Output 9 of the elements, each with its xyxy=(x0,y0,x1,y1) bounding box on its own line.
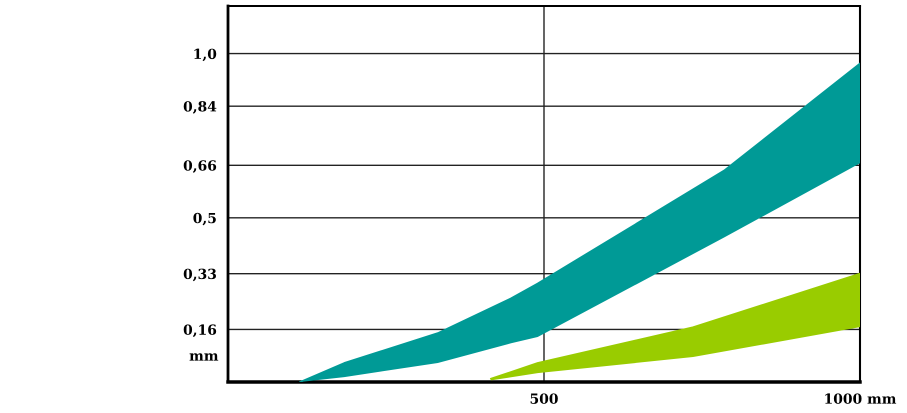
y-tick-label: 0,5 xyxy=(193,212,216,226)
y-tick-label: 0,33 xyxy=(184,268,216,282)
y-tick-label: 0,16 xyxy=(184,324,216,338)
x-tick-label: 500 xyxy=(530,393,558,404)
y-tick-label: 0,84 xyxy=(184,101,216,114)
y-tick-label: 1,0 xyxy=(194,48,216,62)
x-tick-label: 1000 mm xyxy=(825,393,896,404)
y-axis-title: mm xyxy=(190,353,218,361)
y-tick-label: 0,66 xyxy=(184,160,216,173)
